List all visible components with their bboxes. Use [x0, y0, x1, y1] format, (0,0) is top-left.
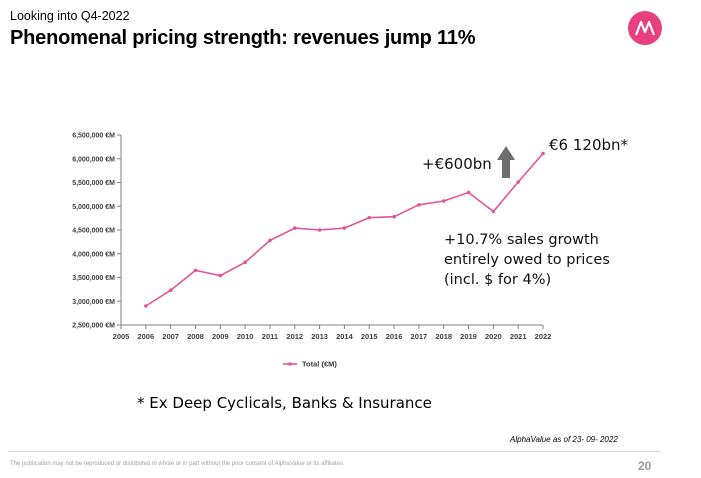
y-tick-label: 2,500,000 €M — [72, 323, 115, 330]
growth-annotation: +10.7% sales growth entirely owed to pri… — [444, 230, 610, 290]
x-tick-label: 2006 — [137, 332, 154, 341]
data-point — [541, 151, 545, 156]
x-tick-label: 2015 — [361, 332, 378, 341]
x-tick-label: 2020 — [485, 332, 502, 341]
up-arrow-icon — [497, 146, 515, 178]
page-title: Phenomenal pricing strength: revenues ju… — [10, 27, 476, 49]
data-point — [441, 199, 446, 203]
data-point — [367, 215, 372, 220]
y-tick-label: 3,500,000 €M — [72, 275, 115, 282]
y-tick-label: 4,000,000 €M — [72, 251, 115, 258]
x-tick-label: 2018 — [435, 332, 452, 341]
source-note: AlphaValue as of 23- 09- 2022 — [510, 435, 618, 444]
data-point — [392, 214, 396, 219]
data-point — [168, 288, 173, 293]
data-point — [516, 180, 520, 184]
data-point — [466, 190, 471, 195]
total-value-annotation: €6 120bn* — [549, 136, 629, 154]
x-tick-label: 2012 — [286, 332, 303, 341]
data-point — [268, 238, 272, 243]
growth-line-1: +10.7% sales growth — [444, 232, 599, 248]
footer-divider — [8, 451, 661, 452]
data-point — [292, 226, 297, 230]
data-point — [417, 203, 421, 207]
footnote: * Ex Deep Cyclicals, Banks & Insurance — [137, 394, 432, 412]
x-tick-label: 2019 — [460, 332, 477, 341]
legend-label: Total (€M) — [302, 360, 337, 369]
kicker-text: Looking into Q4-2022 — [10, 9, 130, 23]
data-point — [491, 209, 496, 214]
x-tick-label: 2007 — [162, 332, 179, 341]
y-tick-label: 6,500,000 €M — [72, 133, 115, 140]
x-tick-label: 2014 — [336, 332, 354, 341]
x-tick-label: 2010 — [237, 332, 254, 341]
y-tick-label: 4,500,000 €M — [72, 228, 115, 235]
legend-marker — [288, 362, 292, 366]
data-point — [342, 226, 347, 230]
x-tick-label: 2005 — [113, 332, 130, 341]
disclaimer-text: The publication may not be reproduced or… — [10, 461, 343, 467]
growth-line-2: entirely owed to prices — [444, 252, 610, 268]
x-tick-label: 2008 — [187, 332, 204, 341]
y-tick-label: 6,000,000 €M — [72, 156, 115, 163]
data-point — [144, 304, 148, 308]
x-tick-label: 2022 — [535, 332, 552, 341]
x-tick-label: 2009 — [212, 332, 229, 341]
page-number: 20 — [638, 459, 652, 473]
x-tick-label: 2013 — [311, 332, 328, 341]
growth-line-3: (incl. $ for 4%) — [444, 272, 552, 288]
x-tick-label: 2011 — [262, 332, 278, 341]
y-tick-label: 5,500,000 €M — [72, 180, 115, 187]
alphavalue-logo — [628, 11, 662, 45]
x-tick-label: 2021 — [510, 332, 527, 341]
data-point — [243, 260, 247, 265]
x-tick-label: 2016 — [386, 332, 403, 341]
y-tick-label: 5,000,000 €M — [72, 204, 115, 211]
increase-annotation: +€600bn — [422, 155, 492, 173]
data-point — [218, 273, 223, 278]
x-tick-label: 2017 — [411, 332, 428, 341]
y-tick-label: 3,000,000 €M — [72, 299, 115, 306]
data-point — [193, 268, 198, 273]
data-point — [317, 228, 322, 232]
